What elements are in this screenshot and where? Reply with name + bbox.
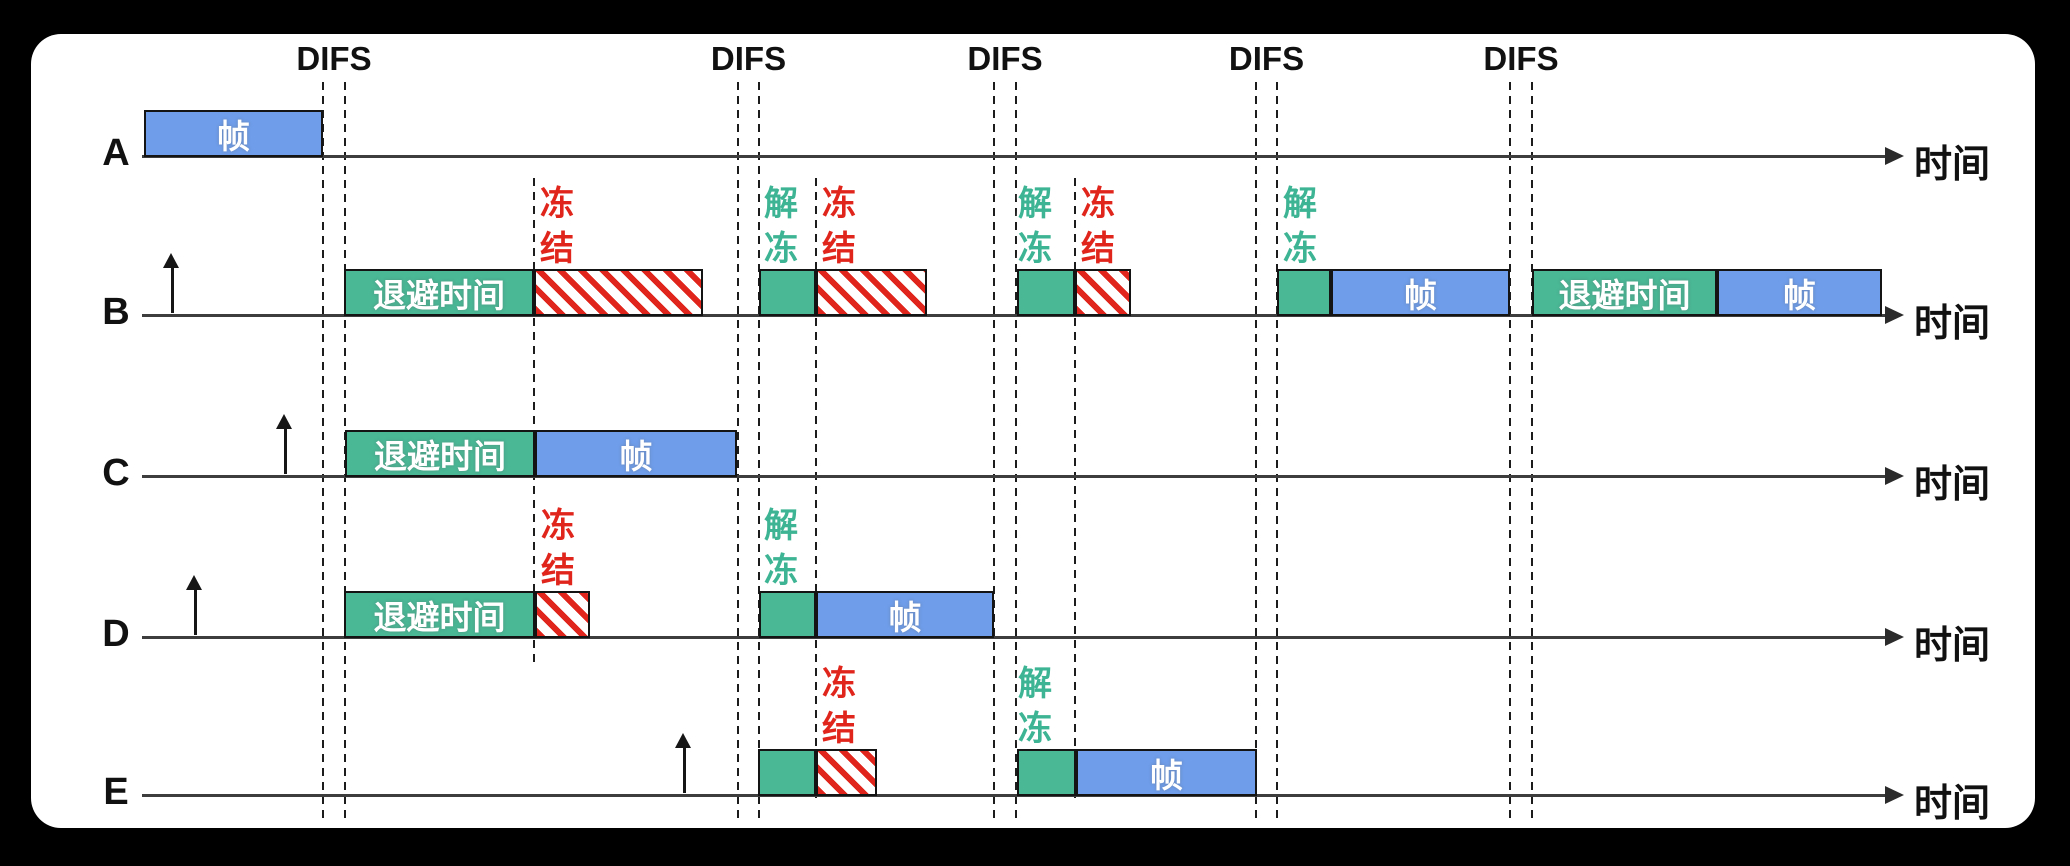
frozen-box-B-2	[534, 269, 703, 316]
timeline-A	[142, 155, 1886, 158]
freeze-dashed-line-2	[815, 178, 817, 798]
difs-dashed-line-4-1	[1255, 82, 1257, 820]
unfreeze-annotation-E-2: 解 冻	[1018, 665, 1052, 748]
frame-arrival-arrow-C	[283, 426, 287, 474]
frame-box-label: 帧	[1783, 276, 1816, 314]
frame-box-A-1: 帧	[144, 110, 323, 157]
backoff-box-D-1: 退避时间	[344, 591, 535, 638]
timeline-arrowhead-D	[1885, 628, 1904, 646]
timeline-C	[142, 475, 1886, 478]
freeze-annotation-B-5: 冻 结	[1081, 185, 1115, 268]
resume-box-E-3	[1017, 749, 1076, 796]
time-axis-label-D: 时间	[1914, 625, 1991, 667]
resume-box-B-3	[759, 269, 816, 316]
frame-box-label: 帧	[888, 598, 922, 636]
resume-box-D-3	[759, 591, 816, 638]
frame-box-B-8: 帧	[1331, 269, 1510, 316]
difs-dashed-line-5-2	[1531, 82, 1533, 820]
difs-label-5: DIFS	[1483, 40, 1559, 77]
backoff-box-label: 退避时间	[374, 437, 506, 475]
frame-arrival-arrow-E	[682, 745, 686, 793]
time-axis-label-E: 时间	[1914, 783, 1991, 825]
freeze-annotation-B-3: 冻 结	[822, 185, 856, 268]
timeline-arrowhead-C	[1885, 467, 1904, 485]
station-label-C: C	[102, 452, 130, 494]
frame-arrival-arrow-B	[170, 265, 174, 313]
station-label-D: D	[102, 613, 130, 655]
frozen-box-B-4	[816, 269, 927, 316]
difs-dashed-line-3-1	[993, 82, 995, 820]
frame-arrival-arrowhead-B	[163, 253, 179, 268]
unfreeze-annotation-B-4: 解 冻	[1018, 185, 1052, 268]
freeze-dashed-line-1	[533, 178, 535, 663]
difs-label-3: DIFS	[967, 40, 1043, 77]
station-label-E: E	[103, 771, 129, 813]
difs-dashed-line-5-1	[1509, 82, 1511, 820]
backoff-box-label: 退避时间	[373, 276, 505, 314]
timeline-D	[142, 636, 1886, 639]
freeze-dashed-line-3	[1074, 178, 1076, 798]
frame-arrival-arrowhead-E	[675, 733, 691, 748]
unfreeze-annotation-D-2: 解 冻	[764, 507, 798, 590]
backoff-box-B-9: 退避时间	[1532, 269, 1717, 316]
time-axis-label-B: 时间	[1914, 303, 1991, 345]
resume-box-B-7	[1277, 269, 1331, 316]
frame-arrival-arrowhead-D	[186, 575, 202, 590]
difs-dashed-line-2-2	[758, 82, 760, 820]
backoff-box-C-1: 退避时间	[345, 430, 535, 477]
timeline-E	[142, 794, 1886, 797]
frame-box-D-4: 帧	[816, 591, 994, 638]
freeze-annotation-D-1: 冻 结	[541, 507, 575, 590]
timeline-arrowhead-E	[1885, 786, 1904, 804]
timeline-arrowhead-A	[1885, 147, 1904, 165]
station-label-A: A	[102, 132, 130, 174]
backoff-box-B-1: 退避时间	[344, 269, 534, 316]
resume-box-B-5	[1017, 269, 1075, 316]
difs-dashed-line-4-2	[1276, 82, 1278, 820]
frame-box-C-2: 帧	[535, 430, 737, 477]
freeze-annotation-B-1: 冻 结	[540, 185, 574, 268]
frame-box-label: 帧	[619, 437, 653, 475]
frame-arrival-arrow-D	[193, 587, 197, 635]
frozen-box-B-6	[1075, 269, 1131, 316]
frame-box-label: 帧	[217, 117, 250, 155]
timeline-arrowhead-B	[1885, 306, 1904, 324]
frozen-box-E-2	[816, 749, 877, 796]
frame-box-label: 帧	[1404, 276, 1437, 314]
station-label-B: B	[102, 291, 130, 333]
unfreeze-annotation-B-2: 解 冻	[764, 185, 798, 268]
frame-box-label: 帧	[1150, 756, 1183, 794]
timeline-B	[142, 314, 1886, 317]
frame-box-B-10: 帧	[1717, 269, 1882, 316]
frame-box-E-4: 帧	[1076, 749, 1257, 796]
difs-dashed-line-1-1	[322, 82, 324, 820]
backoff-box-label: 退避时间	[373, 598, 506, 636]
backoff-box-label: 退避时间	[1558, 276, 1691, 314]
time-axis-label-C: 时间	[1914, 464, 1991, 506]
difs-label-1: DIFS	[296, 40, 372, 77]
time-axis-label-A: 时间	[1914, 144, 1991, 186]
frame-arrival-arrowhead-C	[276, 414, 292, 429]
resume-box-E-1	[758, 749, 816, 796]
difs-dashed-line-3-2	[1015, 82, 1017, 820]
difs-label-2: DIFS	[710, 40, 787, 77]
difs-label-4: DIFS	[1228, 40, 1305, 77]
freeze-annotation-E-1: 冻 结	[822, 665, 856, 748]
difs-dashed-line-2-1	[737, 82, 739, 820]
frozen-box-D-2	[535, 591, 590, 638]
unfreeze-annotation-B-6: 解 冻	[1283, 185, 1317, 268]
